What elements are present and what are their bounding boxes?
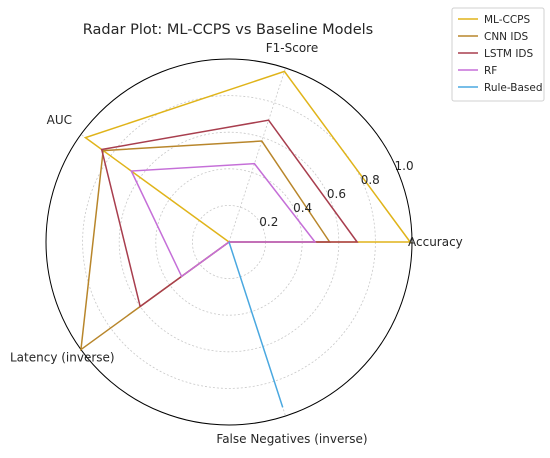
- axis-label: AUC: [47, 113, 72, 127]
- legend-entry-label: LSTM IDS: [484, 48, 534, 60]
- radial-tick-label: 0.4: [293, 201, 312, 215]
- series-line-rf: [130, 162, 317, 278]
- legend-box: [451, 7, 545, 102]
- axis-label: Accuracy: [408, 235, 463, 249]
- legend-entry-label: Rule-Based: [484, 82, 543, 94]
- legend-entry-label: ML-CCPS: [484, 14, 531, 26]
- radar-spoke: [228, 67, 286, 243]
- radial-tick-label: 0.8: [361, 173, 380, 187]
- chart-title: Radar Plot: ML-CCPS vs Baseline Models: [83, 22, 373, 38]
- legend-entry-label: RF: [484, 65, 497, 77]
- legend: ML-CCPS CNN IDS LSTM IDS RF Rule-Based: [451, 7, 545, 102]
- axis-label: Latency (inverse): [10, 351, 115, 365]
- axis-label: F1-Score: [266, 41, 318, 55]
- legend-entry-label: CNN IDS: [484, 31, 529, 43]
- radial-tick-label: 1.0: [395, 159, 414, 173]
- radar-outer-ring: [45, 58, 413, 426]
- series-line-rule-based: [228, 241, 284, 408]
- radial-tick-label: 0.6: [327, 187, 346, 201]
- radial-tick-label: 0.2: [259, 215, 278, 229]
- axis-label: False Negatives (inverse): [216, 432, 367, 446]
